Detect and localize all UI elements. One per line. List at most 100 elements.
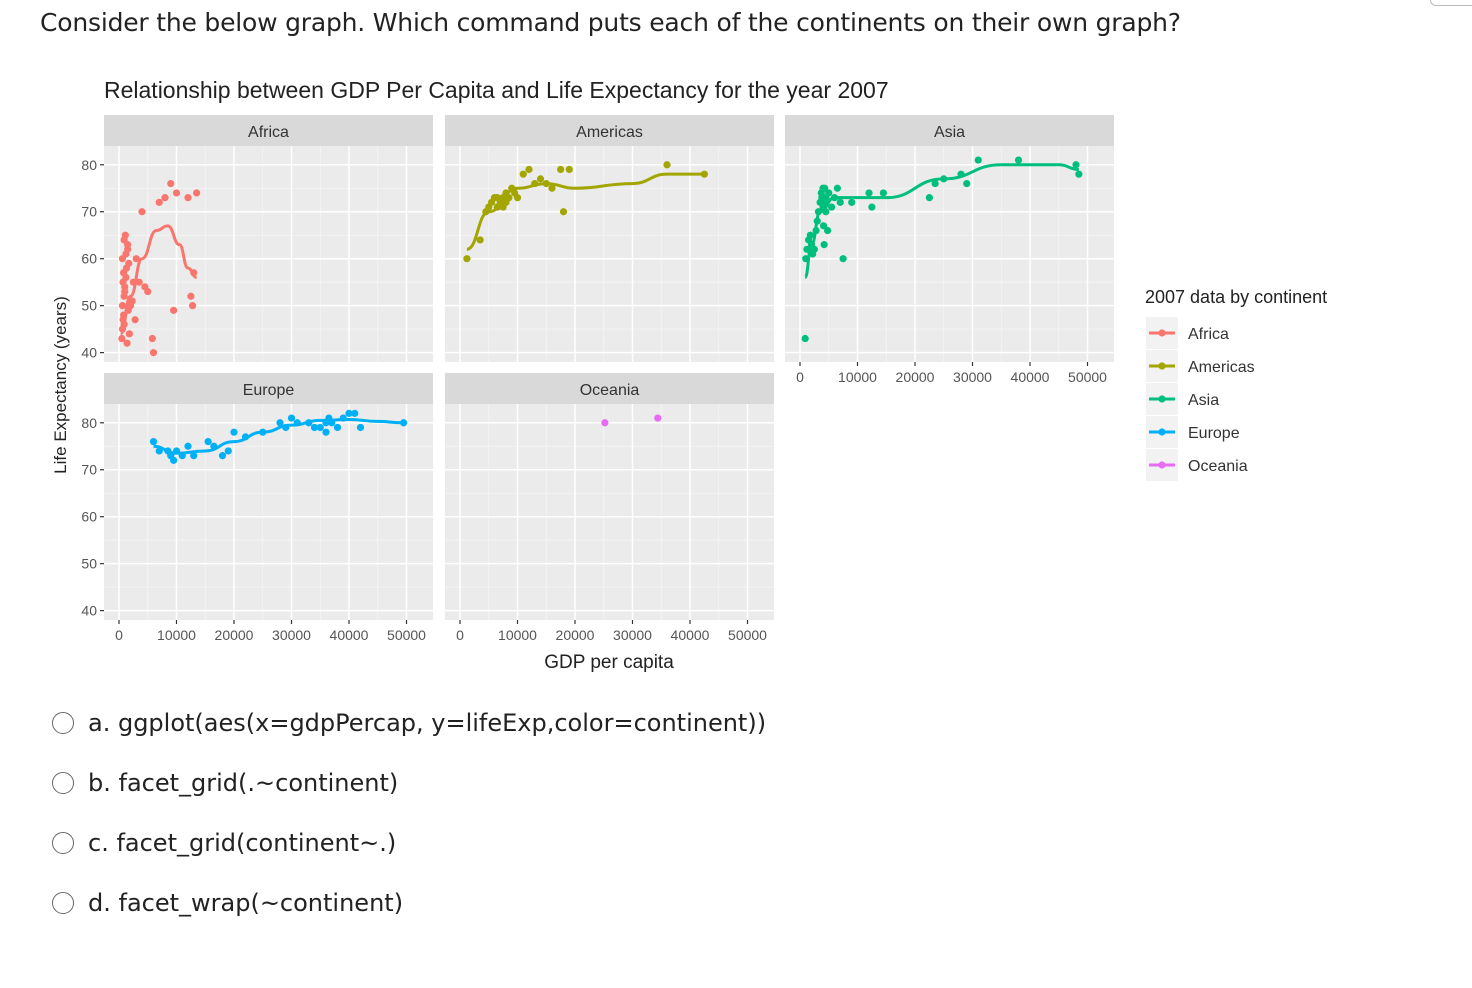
data-point — [189, 302, 197, 310]
data-point — [802, 255, 810, 263]
data-point — [345, 409, 353, 417]
question-text: Consider the below graph. Which command … — [40, 8, 1181, 37]
x-tick-label: 50000 — [387, 627, 426, 643]
data-point — [821, 184, 829, 192]
legend-key-point — [1158, 428, 1166, 436]
data-point — [463, 255, 471, 263]
data-point — [131, 316, 139, 324]
answer-option-label: d. facet_wrap(~continent) — [88, 889, 404, 917]
facet-strip — [445, 373, 774, 404]
y-tick-label: 60 — [81, 509, 97, 525]
data-point — [825, 189, 833, 197]
answer-option-b[interactable]: b. facet_grid(.~continent) — [52, 766, 398, 800]
data-point — [525, 165, 533, 174]
legend-key-point — [1158, 362, 1166, 370]
data-point — [193, 189, 201, 197]
legend-item-europe: Europe — [1146, 416, 1240, 448]
facet-panel-americas: Americas — [445, 115, 774, 362]
data-point — [548, 184, 556, 192]
data-point — [172, 189, 181, 197]
radio-button[interactable] — [52, 892, 74, 914]
data-point — [868, 203, 876, 211]
data-point — [400, 419, 408, 427]
x-tick-label: 10000 — [157, 627, 196, 643]
data-point — [1075, 170, 1083, 178]
legend-item-americas: Americas — [1146, 350, 1255, 382]
data-point — [170, 456, 178, 464]
data-point — [190, 269, 198, 277]
data-point — [813, 217, 821, 225]
data-point — [155, 447, 163, 455]
trend-line — [466, 172, 708, 251]
data-point — [276, 419, 284, 427]
facet-panel-europe: Europe 40 50 60 70 80 0 10000 20000 30000 40000 500… — [81, 373, 433, 643]
data-point — [557, 165, 565, 174]
answer-option-label: a. ggplot(aes(x=gdpPercap, y=lifeExp,col… — [88, 709, 767, 737]
facet-panel-asia: Asia 0 10000 20000 30000 40000 50000 — [785, 115, 1114, 385]
x-tick-label: 40000 — [330, 627, 369, 643]
data-point — [125, 259, 133, 267]
answer-option-label: b. facet_grid(.~continent) — [88, 769, 399, 797]
y-tick-label: 60 — [81, 251, 97, 267]
y-tick-label: 40 — [81, 603, 97, 619]
facet-strip — [104, 373, 433, 404]
x-tick-label: 0 — [796, 369, 804, 385]
data-point — [120, 320, 128, 329]
data-point — [125, 330, 133, 338]
data-point — [536, 175, 545, 183]
radio-button[interactable] — [52, 772, 74, 794]
facet-strip-label: Africa — [248, 124, 289, 141]
data-point — [957, 170, 965, 178]
data-point — [822, 208, 830, 216]
data-point — [565, 165, 573, 174]
data-point — [339, 414, 347, 422]
x-tick-label: 10000 — [498, 627, 537, 643]
answer-option-d[interactable]: d. facet_wrap(~continent) — [52, 886, 403, 920]
faceted-chart: Relationship between GDP Per Capita and … — [51, 77, 1327, 673]
data-point — [351, 409, 359, 417]
legend-key-point — [1158, 395, 1166, 403]
chart-title: Relationship between GDP Per Capita and … — [104, 77, 889, 103]
legend-label: Oceania — [1188, 458, 1248, 475]
answer-option-a[interactable]: a. ggplot(aes(x=gdpPercap, y=lifeExp,col… — [52, 706, 766, 740]
facet-strip — [104, 115, 433, 146]
legend-title: 2007 data by continent — [1145, 287, 1327, 307]
legend-label: Americas — [1188, 359, 1255, 376]
data-point — [814, 208, 823, 216]
y-tick-label: 80 — [81, 157, 97, 173]
data-point — [204, 437, 212, 446]
data-point — [316, 423, 324, 432]
data-point — [542, 179, 550, 188]
radio-button[interactable] — [52, 712, 74, 734]
data-point — [848, 198, 856, 206]
data-point — [167, 179, 175, 188]
data-point — [259, 428, 267, 436]
answer-option-c[interactable]: c. facet_grid(continent~.) — [52, 826, 396, 860]
facet-strip-label: Oceania — [580, 382, 640, 399]
data-point — [356, 423, 365, 432]
radio-button[interactable] — [52, 832, 74, 854]
x-tick-label: 20000 — [215, 627, 254, 643]
data-point — [974, 156, 982, 164]
legend-item-africa: Africa — [1146, 317, 1229, 349]
data-point — [865, 189, 873, 197]
data-point — [519, 170, 527, 178]
y-tick-label: 50 — [81, 556, 97, 572]
legend-item-oceania: Oceania — [1146, 449, 1248, 481]
data-point — [224, 447, 232, 455]
data-point — [803, 245, 811, 253]
data-point — [305, 419, 313, 427]
x-tick-label: 0 — [456, 627, 464, 643]
data-point — [121, 287, 129, 296]
data-point — [1072, 161, 1080, 169]
trend-line — [803, 163, 1079, 279]
x-tick-label: 40000 — [1011, 369, 1050, 385]
data-point — [187, 292, 195, 300]
legend-label: Africa — [1188, 326, 1229, 343]
data-point — [812, 226, 820, 235]
x-tick-label: 50000 — [1068, 369, 1107, 385]
data-point — [230, 428, 238, 436]
y-tick-label: 40 — [81, 345, 97, 361]
legend-key-point — [1158, 329, 1166, 337]
data-point — [940, 175, 948, 183]
